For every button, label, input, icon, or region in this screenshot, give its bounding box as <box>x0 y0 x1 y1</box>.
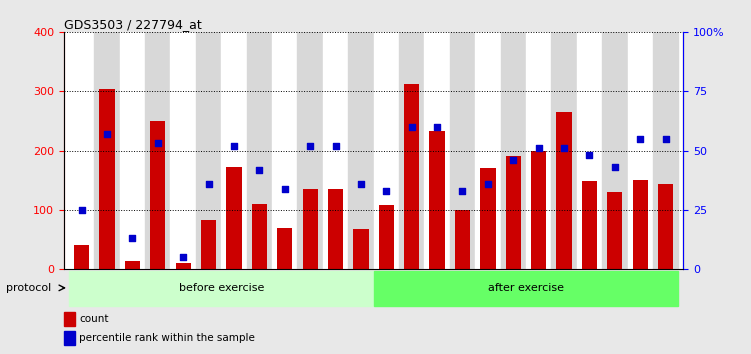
Bar <box>658 184 673 269</box>
Bar <box>64 312 75 326</box>
Point <box>126 235 138 241</box>
Bar <box>353 229 369 269</box>
Bar <box>531 150 546 269</box>
Text: count: count <box>80 314 109 324</box>
Point <box>253 167 265 172</box>
Point <box>101 131 113 137</box>
Bar <box>246 32 272 269</box>
Bar <box>577 32 602 269</box>
Text: protocol: protocol <box>6 283 51 293</box>
Bar <box>69 271 374 306</box>
Bar <box>277 228 292 269</box>
Bar <box>226 167 242 269</box>
Bar <box>505 156 521 269</box>
Point <box>457 188 469 194</box>
Text: GDS3503 / 227794_at: GDS3503 / 227794_at <box>64 18 201 31</box>
Bar <box>556 112 572 269</box>
Point <box>532 145 544 151</box>
Bar <box>526 32 551 269</box>
Bar <box>222 32 246 269</box>
Bar <box>297 32 323 269</box>
Point <box>406 124 418 130</box>
Bar <box>481 169 496 269</box>
Bar <box>328 189 343 269</box>
Point <box>228 143 240 149</box>
Bar <box>632 180 648 269</box>
Bar <box>501 32 526 269</box>
Bar <box>430 131 445 269</box>
Point <box>203 181 215 187</box>
Bar <box>201 220 216 269</box>
Bar <box>252 204 267 269</box>
Bar <box>404 84 419 269</box>
Point <box>76 207 88 213</box>
Bar <box>125 261 140 269</box>
Bar <box>551 32 577 269</box>
Point <box>635 136 647 142</box>
Bar <box>74 245 89 269</box>
Bar <box>145 32 170 269</box>
Bar <box>348 32 374 269</box>
Text: before exercise: before exercise <box>179 283 264 293</box>
Bar <box>653 32 678 269</box>
Point <box>380 188 392 194</box>
Bar <box>64 331 75 345</box>
Bar <box>374 271 678 306</box>
Bar <box>119 32 145 269</box>
Text: after exercise: after exercise <box>488 283 564 293</box>
Bar <box>69 32 95 269</box>
Point <box>304 143 316 149</box>
Bar <box>99 90 115 269</box>
Point <box>355 181 367 187</box>
Bar <box>475 32 501 269</box>
Bar <box>95 32 119 269</box>
Bar <box>399 32 424 269</box>
Bar <box>450 32 475 269</box>
Bar <box>608 192 623 269</box>
Bar <box>196 32 222 269</box>
Point <box>558 145 570 151</box>
Bar <box>170 32 196 269</box>
Bar <box>374 32 399 269</box>
Point <box>152 141 164 146</box>
Point <box>584 153 596 158</box>
Bar <box>176 263 191 269</box>
Point <box>482 181 494 187</box>
Bar <box>424 32 450 269</box>
Point <box>609 164 621 170</box>
Text: percentile rank within the sample: percentile rank within the sample <box>80 333 255 343</box>
Point <box>659 136 671 142</box>
Point <box>431 124 443 130</box>
Bar <box>628 32 653 269</box>
Point <box>279 186 291 192</box>
Bar <box>379 205 394 269</box>
Bar <box>323 32 348 269</box>
Point <box>330 143 342 149</box>
Point <box>507 157 519 163</box>
Bar <box>150 121 165 269</box>
Bar <box>272 32 297 269</box>
Point <box>177 255 189 260</box>
Bar <box>582 181 597 269</box>
Bar <box>455 210 470 269</box>
Bar <box>303 189 318 269</box>
Bar <box>602 32 628 269</box>
